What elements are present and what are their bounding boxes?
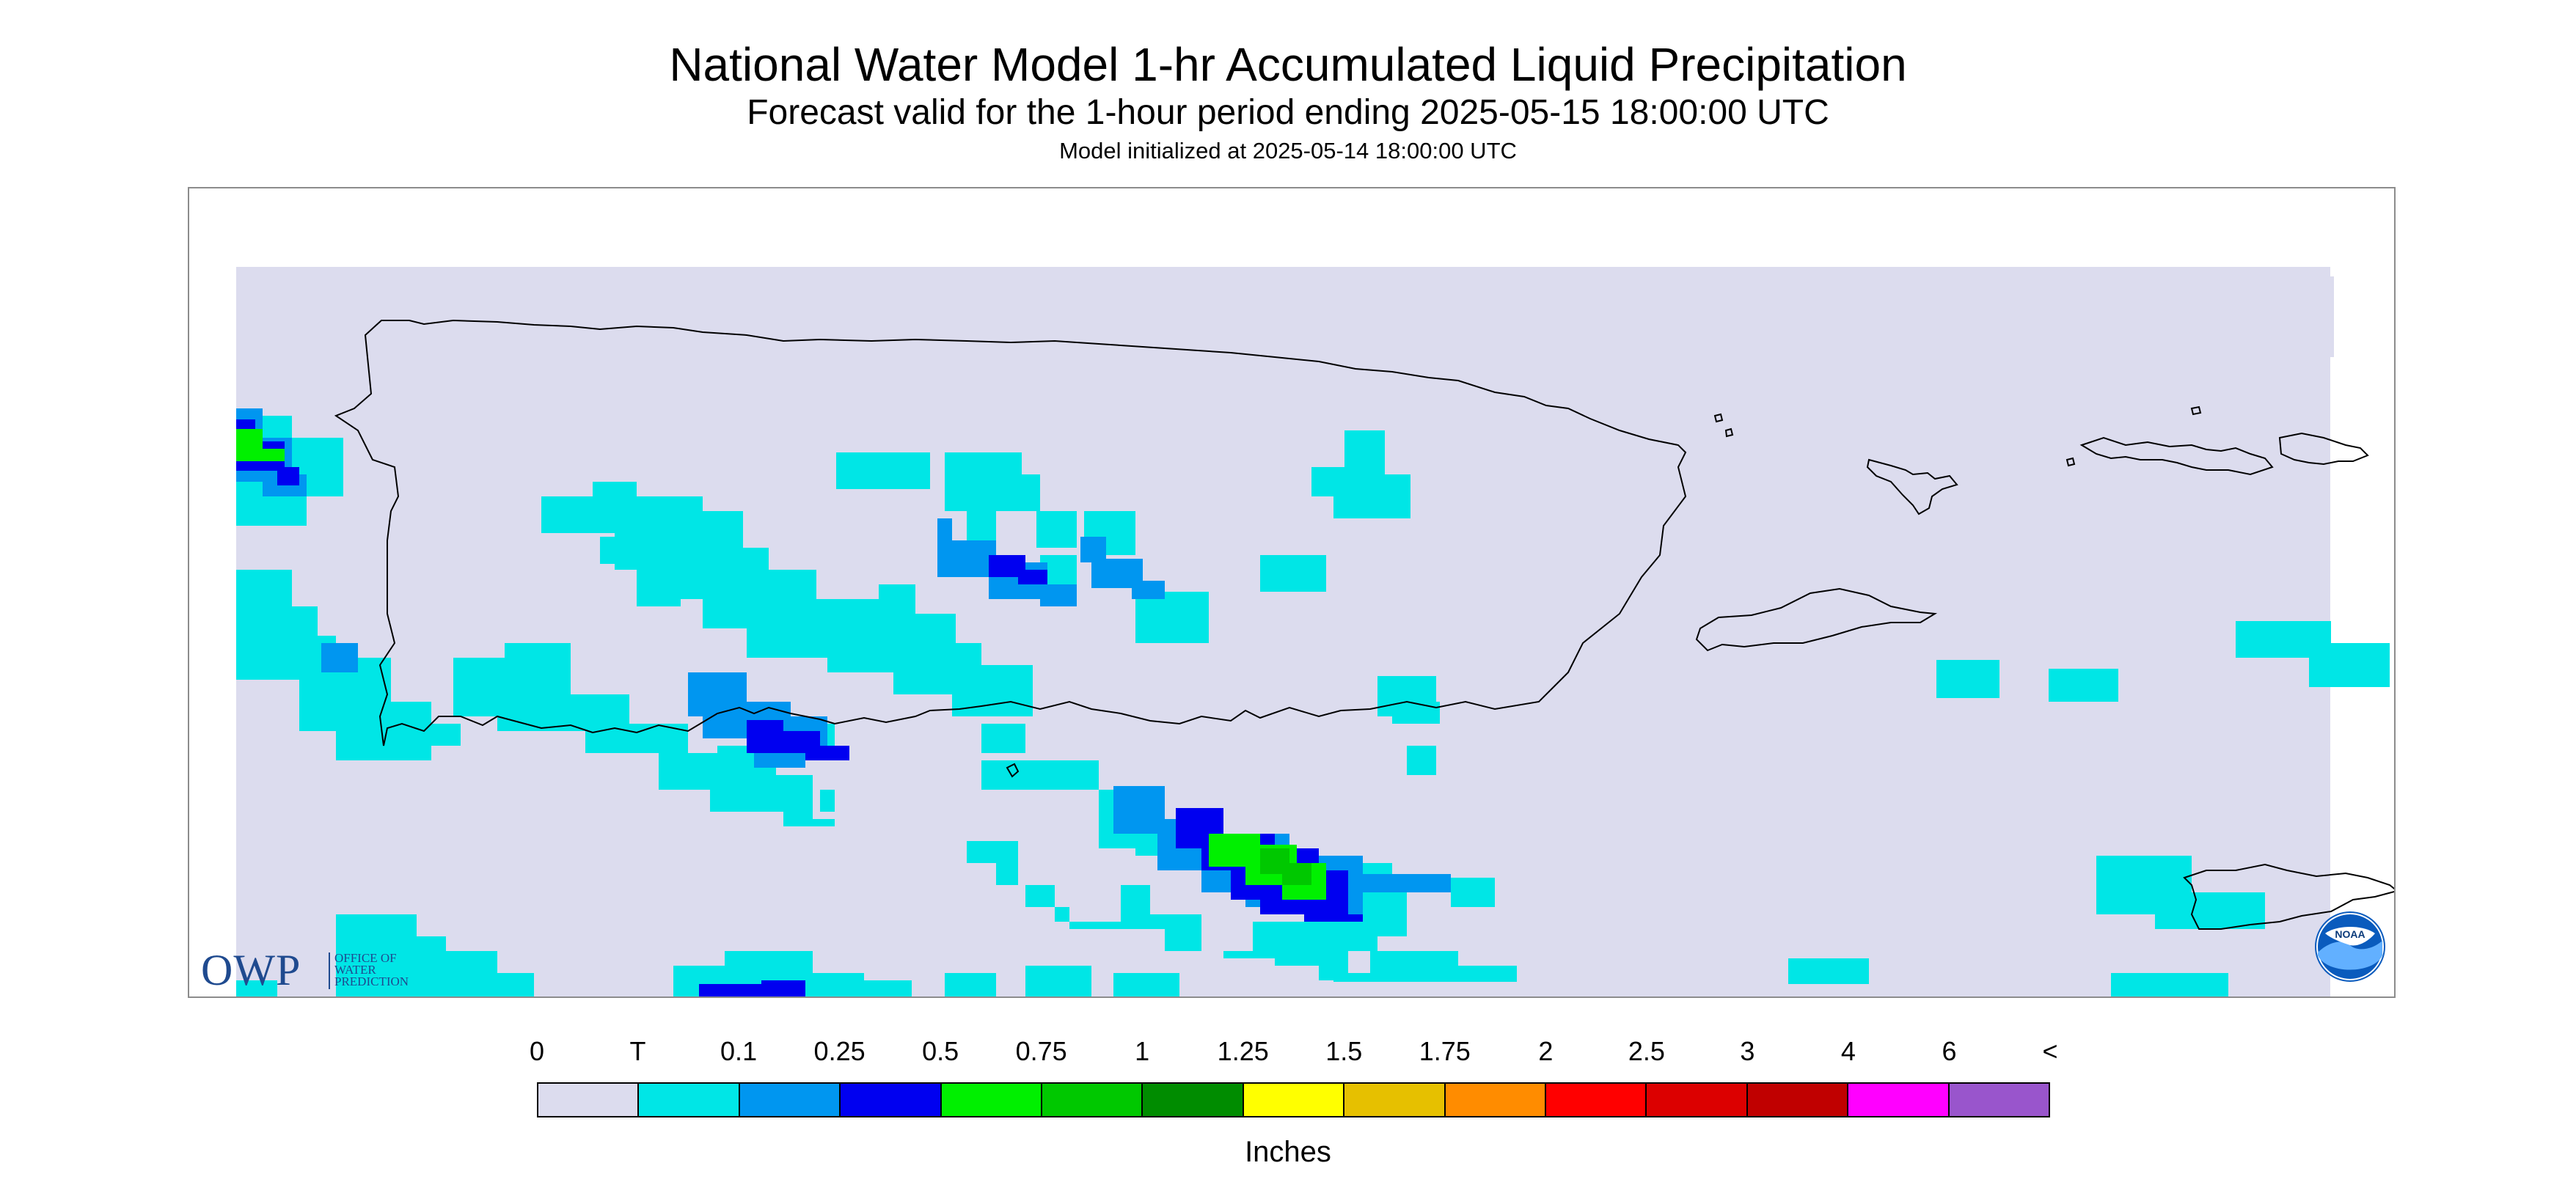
coastlines: [334, 319, 2394, 930]
mona-island-coast: [1006, 763, 1020, 778]
noaa-logo: NOAA: [2315, 911, 2385, 982]
legend-label: 2: [1538, 1036, 1554, 1066]
chart-title: National Water Model 1-hr Accumulated Li…: [669, 38, 1907, 91]
st-john-coast: [2278, 432, 2369, 466]
precipitation-map[interactable]: [189, 188, 2394, 996]
colorbar-cell: [1848, 1084, 1950, 1116]
noaa-logo-text: NOAA: [2335, 928, 2365, 940]
colorbar-cell: [1647, 1084, 1748, 1116]
legend-label: 0.75: [1015, 1036, 1067, 1066]
legend-label: 1.75: [1419, 1036, 1471, 1066]
colorbar-cell: [1949, 1084, 2049, 1116]
st-croix-coast: [2183, 863, 2394, 930]
map-panel[interactable]: OWP OFFICE OF WATER PREDICTION NOAA: [188, 187, 2396, 998]
legend-label: <: [2042, 1036, 2058, 1066]
legend-label: 1.5: [1325, 1036, 1363, 1066]
colorbar-cell: [1445, 1084, 1547, 1116]
legend-label: 0: [529, 1036, 545, 1066]
owp-letters: OWP: [201, 946, 301, 994]
precip-very-heavy-areas: [1260, 848, 1311, 885]
legend-label: 0.25: [813, 1036, 866, 1066]
model-init-text: Model initialized at 2025-05-14 18:00:00…: [1059, 138, 1517, 164]
owp-logo: OWP OFFICE OF WATER PREDICTION: [201, 948, 443, 992]
owp-line2: WATER: [334, 963, 376, 977]
colorbar-cell: [1747, 1084, 1849, 1116]
legend-label: 0.5: [922, 1036, 959, 1066]
culebra-coast: [1866, 458, 1958, 515]
legend-labels: 0 T 0.1 0.25 0.5 0.75 1 1.25 1.5 1.75 2 2.5 3 4 6 <: [0, 1034, 2576, 1071]
puerto-rico-coast: [334, 319, 1687, 746]
legend-label: 0.1: [720, 1036, 758, 1066]
owp-line3: PREDICTION: [334, 974, 409, 988]
colorbar-cell: [1546, 1084, 1647, 1116]
colorbar-cell: [841, 1084, 942, 1116]
colorbar-cell: [1344, 1084, 1446, 1116]
small-cay-4: [2065, 457, 2076, 467]
legend-label: 1.25: [1217, 1036, 1269, 1066]
vieques-coast: [1695, 587, 1938, 652]
small-cay-2: [1724, 427, 1734, 438]
legend-label: T: [629, 1036, 646, 1066]
colorbar-cell: [941, 1084, 1043, 1116]
colorbar-cell: [1243, 1084, 1345, 1116]
colorbar-cell: [1143, 1084, 1244, 1116]
small-cay-1: [1713, 413, 1724, 423]
legend-label: 2.5: [1628, 1036, 1665, 1066]
legend-label: 6: [1942, 1036, 1957, 1066]
colorbar: [537, 1082, 2050, 1117]
chart-subtitle: Forecast valid for the 1-hour period end…: [747, 93, 1829, 132]
colorbar-cell: [639, 1084, 740, 1116]
st-thomas-coast: [2079, 436, 2274, 476]
legend-label: 1: [1135, 1036, 1150, 1066]
small-cay-3: [2190, 405, 2202, 416]
owp-divider: [329, 952, 330, 989]
colorbar-cell: [1042, 1084, 1144, 1116]
owp-line1: OFFICE OF: [334, 951, 397, 965]
owp-subtext: OFFICE OF WATER PREDICTION: [334, 952, 409, 988]
legend-label: 4: [1840, 1036, 1856, 1066]
legend-label: 3: [1740, 1036, 1755, 1066]
colorbar-cell: [739, 1084, 841, 1116]
colorbar-cell: [538, 1084, 640, 1116]
model-domain-edge: [2324, 276, 2334, 357]
legend-units: Inches: [1245, 1136, 1331, 1168]
